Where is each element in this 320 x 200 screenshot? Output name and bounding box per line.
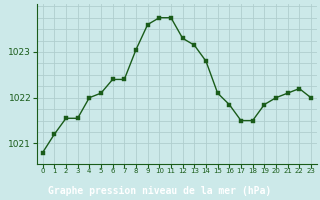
Text: Graphe pression niveau de la mer (hPa): Graphe pression niveau de la mer (hPa) <box>48 186 272 196</box>
